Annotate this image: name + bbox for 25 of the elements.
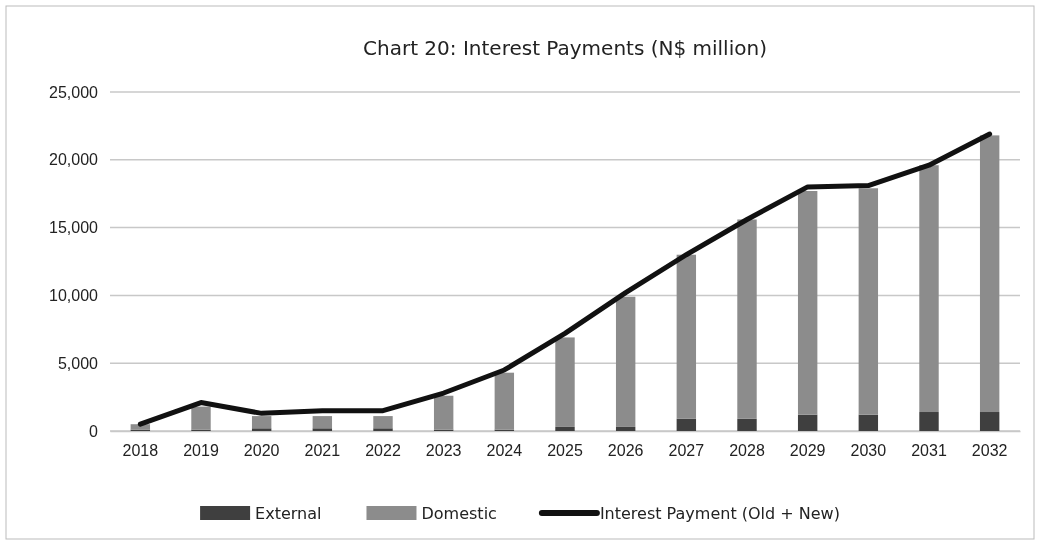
x-tick-label: 2030 [850,442,887,460]
x-tick-label: 2031 [911,442,947,460]
x-tick-label: 2022 [365,442,401,460]
y-tick-label: 15,000 [49,219,99,237]
x-tick-label: 2028 [729,442,765,460]
x-tick-label: 2032 [971,442,1008,460]
legend-label: Domestic [421,504,497,523]
chart-title: Chart 20: Interest Payments (N$ million) [363,36,767,60]
y-tick-label: 25,000 [49,83,99,101]
legend-label: External [255,504,322,523]
x-tick-label: 2025 [547,442,583,460]
x-tick-label: 2020 [243,442,280,460]
legend-label: Interest Payment (Old + New) [599,504,840,523]
x-tick-label: 2021 [304,442,341,460]
y-tick-label: 5,000 [57,354,99,372]
y-tick-label: 0 [89,422,99,440]
x-tick-label: 2024 [486,442,523,460]
x-tick-label: 2026 [607,442,644,460]
x-tick-label: 2018 [122,442,159,460]
x-tick-label: 2029 [789,442,826,460]
y-tick-label: 10,000 [49,287,99,305]
x-tick-label: 2027 [668,442,705,460]
x-tick-label: 2023 [425,442,462,460]
y-tick-label: 20,000 [49,151,99,169]
x-tick-label: 2019 [183,442,219,460]
